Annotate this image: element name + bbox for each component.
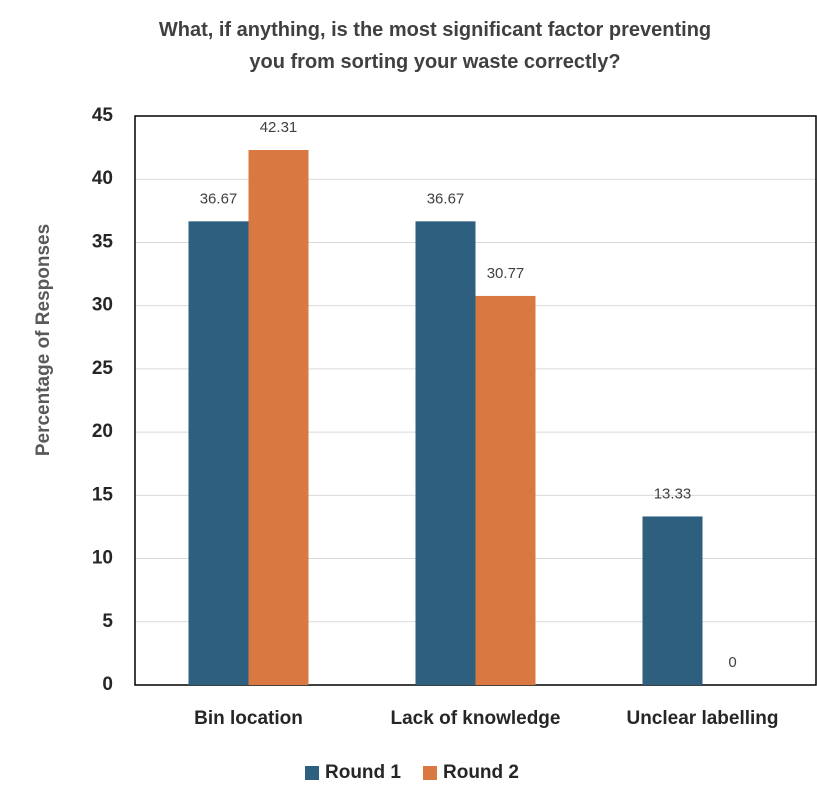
value-label: 42.31 [260, 119, 298, 136]
y-tick-label: 15 [92, 484, 114, 505]
value-label: 36.67 [427, 190, 465, 207]
legend-label: Round 2 [443, 762, 519, 783]
bar [415, 221, 476, 685]
value-label: 0 [728, 654, 736, 671]
chart-title: What, if anything, is the most significa… [158, 19, 712, 73]
y-tick-label: 20 [92, 421, 113, 442]
legend-swatch [305, 766, 319, 780]
value-label: 36.67 [200, 190, 238, 207]
bar [475, 295, 536, 685]
bar [642, 516, 703, 685]
y-tick-label: 45 [92, 105, 114, 126]
value-label: 13.33 [654, 485, 692, 502]
bar [248, 150, 309, 685]
y-tick-label: 25 [92, 358, 114, 379]
y-tick-label: 0 [102, 674, 113, 695]
y-tick-label: 40 [92, 168, 113, 189]
x-tick-label: Lack of knowledge [391, 708, 561, 729]
x-tick-label: Unclear labelling [626, 708, 778, 729]
y-tick-label: 35 [92, 231, 114, 252]
y-tick-label: 5 [102, 611, 113, 632]
bar [188, 221, 249, 685]
legend-label: Round 1 [325, 762, 401, 783]
y-axis-title: Percentage of Responses [33, 224, 54, 456]
legend-swatch [423, 766, 437, 780]
y-tick-label: 30 [92, 295, 113, 316]
value-label: 30.77 [487, 265, 525, 282]
y-tick-label: 10 [92, 548, 113, 569]
x-tick-label: Bin location [194, 708, 303, 729]
